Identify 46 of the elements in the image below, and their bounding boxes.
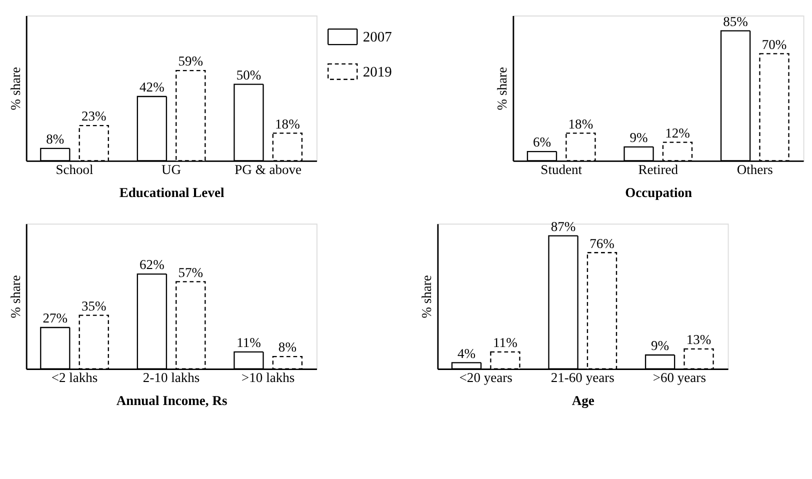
- data-label: 4%: [457, 346, 476, 361]
- data-label: 62%: [140, 257, 164, 272]
- x-axis-title: Educational Level: [119, 184, 224, 200]
- x-tick-label: Student: [540, 162, 582, 177]
- y-axis-title: % share: [8, 66, 23, 110]
- x-axis-title: Occupation: [625, 184, 693, 200]
- legend-label: 2007: [362, 30, 392, 46]
- data-label: 18%: [275, 116, 300, 132]
- x-tick-label: <20 years: [459, 370, 512, 385]
- y-axis-title: % share: [419, 275, 434, 318]
- data-label: 13%: [686, 332, 712, 348]
- data-label: 8%: [278, 340, 296, 355]
- data-label: 27%: [42, 310, 68, 326]
- x-tick-label: PG & above: [234, 162, 302, 177]
- x-axis-title: Age: [572, 393, 594, 408]
- y-axis-title: % share: [494, 66, 510, 110]
- data-label: 8%: [46, 132, 64, 147]
- x-tick-label: <2 lakhs: [51, 370, 98, 385]
- data-label: 35%: [81, 298, 106, 314]
- data-label: 12%: [665, 126, 690, 141]
- data-label: 6%: [532, 134, 551, 150]
- data-label: 87%: [550, 218, 576, 234]
- x-tick-label: 2-10 lakhs: [142, 370, 200, 385]
- data-label: 9%: [651, 338, 670, 354]
- data-label: 50%: [236, 67, 262, 82]
- data-label: 11%: [236, 335, 261, 350]
- data-label: 11%: [493, 335, 518, 350]
- x-axis-title: Annual Income, Rs: [116, 393, 228, 408]
- data-label: 9%: [630, 130, 648, 146]
- data-label: 42%: [140, 80, 164, 95]
- x-tick-label: UG: [162, 162, 182, 177]
- legend-label: 2019: [362, 64, 392, 80]
- data-label: 18%: [568, 116, 594, 132]
- x-tick-label: Retired: [638, 162, 678, 177]
- x-tick-label: >10 lakhs: [242, 370, 295, 385]
- data-label: 70%: [762, 36, 787, 52]
- data-label: 76%: [590, 236, 614, 251]
- data-label: 59%: [178, 54, 204, 69]
- data-label: 23%: [81, 108, 106, 124]
- data-label: 85%: [723, 14, 748, 29]
- x-tick-label: School: [56, 162, 94, 177]
- y-axis-title: % share: [8, 275, 23, 318]
- data-label: 57%: [178, 264, 204, 280]
- x-tick-label: 21-60 years: [550, 370, 614, 385]
- x-tick-label: Others: [736, 162, 773, 177]
- x-tick-label: >60 years: [652, 370, 706, 385]
